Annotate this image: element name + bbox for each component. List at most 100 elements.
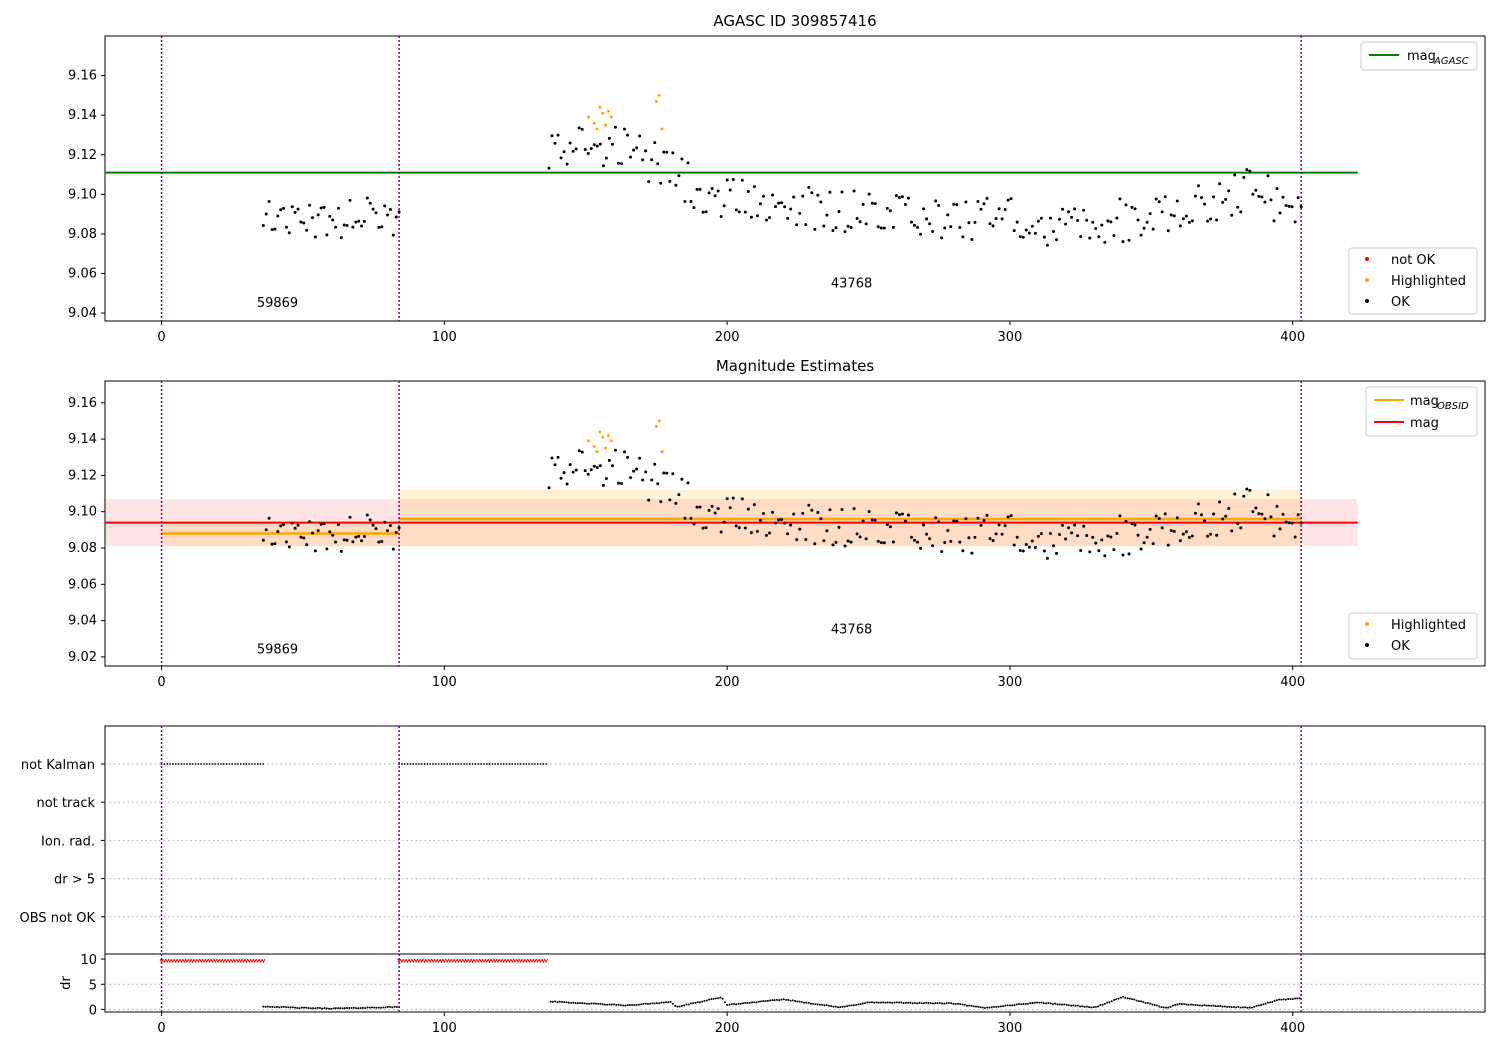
ok-point	[583, 147, 587, 151]
ok-point	[1263, 517, 1267, 521]
dr-clipped-marker	[431, 958, 435, 964]
dr-point	[1004, 1004, 1007, 1007]
dr-point	[687, 1003, 690, 1006]
ok-point	[843, 230, 847, 234]
ok-point	[774, 521, 778, 525]
ok-point	[368, 518, 372, 522]
dr-point	[1271, 1000, 1274, 1003]
ok-point	[873, 202, 877, 206]
dr-point	[644, 1002, 647, 1005]
ok-point	[740, 497, 744, 501]
panel-agasc: AGASC ID 309857416 0 100 200 300 400 9.04 9.06 9…	[68, 12, 1486, 345]
ok-point	[692, 206, 696, 210]
ok-point	[828, 508, 832, 512]
ok-point	[547, 486, 551, 490]
highlighted-point	[592, 444, 596, 448]
ok-point	[810, 508, 814, 512]
ok-point	[861, 519, 865, 523]
ok-point	[1018, 548, 1022, 552]
dr-point	[1029, 1001, 1032, 1004]
highlighted-point	[657, 419, 661, 423]
dr-point	[1228, 1005, 1231, 1008]
ok-point	[913, 538, 917, 542]
dr-point	[827, 1004, 830, 1007]
flag-point	[197, 763, 200, 765]
dr-point	[755, 1001, 758, 1004]
ok-point	[897, 513, 901, 517]
flag-point	[239, 763, 242, 765]
ok-point	[1206, 219, 1210, 223]
highlighted-point	[609, 115, 613, 119]
ok-point	[783, 521, 787, 525]
ok-point	[1079, 549, 1083, 553]
dr-clipped-marker	[459, 958, 464, 964]
highlighted-point	[601, 435, 605, 439]
dr-point	[651, 1002, 654, 1005]
ok-point	[391, 547, 395, 551]
ok-point	[771, 193, 775, 197]
dr-point	[266, 1005, 269, 1008]
dr-point	[298, 1007, 301, 1010]
ok-point	[722, 204, 726, 208]
dr-point	[1241, 1006, 1244, 1009]
dr-point	[843, 1005, 846, 1008]
ok-point	[1103, 554, 1107, 558]
dr-point	[902, 1002, 905, 1005]
flag-point	[488, 763, 491, 765]
dr-point	[619, 1004, 622, 1007]
ok-point	[689, 516, 693, 520]
dr-point	[1239, 1006, 1242, 1009]
flag-point	[163, 763, 166, 765]
dr-clipped-marker	[187, 958, 192, 964]
flag-point	[169, 763, 171, 765]
dr-point	[904, 1001, 907, 1004]
dr-point	[601, 1003, 604, 1006]
ok-point	[1094, 541, 1098, 545]
dr-point	[391, 1006, 394, 1009]
dr-point	[947, 1002, 950, 1005]
ok-point	[1073, 207, 1077, 211]
dr-clipped-marker	[450, 958, 455, 964]
dr-point	[1298, 997, 1301, 1000]
ok-point	[913, 223, 917, 227]
ok-point	[994, 532, 998, 536]
ok-point	[840, 190, 844, 194]
dr-clipped-marker	[462, 958, 467, 964]
flag-point	[511, 763, 514, 765]
ok-point	[559, 156, 563, 160]
flag-point	[502, 763, 505, 765]
flag-point	[200, 763, 203, 765]
ok-point	[982, 202, 986, 206]
ok-point	[1127, 552, 1131, 556]
dr-point	[554, 1000, 557, 1003]
dr-clipped-marker	[453, 958, 458, 964]
dr-point	[898, 1001, 901, 1004]
flag-point	[214, 763, 217, 765]
highlighted-point	[654, 99, 658, 103]
dr-point	[1169, 1005, 1172, 1008]
ok-point	[1124, 519, 1128, 523]
dr-clipped-marker	[425, 958, 430, 964]
ok-point	[1224, 197, 1228, 201]
flag-point	[491, 763, 494, 765]
flag-point	[237, 763, 239, 765]
dr-point	[590, 1002, 593, 1005]
flag-point	[426, 763, 429, 765]
flag-point	[480, 763, 483, 765]
ok-point	[1151, 542, 1155, 546]
ok-point	[305, 543, 309, 547]
ok-point	[1181, 532, 1185, 536]
ok-point	[786, 532, 790, 536]
dr-point	[941, 1002, 944, 1005]
dr-point	[814, 1003, 817, 1006]
ok-point	[1082, 208, 1086, 212]
dr-point	[879, 1001, 882, 1004]
ok-point	[635, 146, 639, 150]
dr-point	[393, 1005, 396, 1008]
ok-point	[1215, 218, 1219, 222]
flag-point	[171, 763, 174, 765]
dr-point	[1296, 997, 1299, 1000]
ok-point	[1061, 523, 1065, 527]
ok-point	[991, 224, 995, 228]
dr-point	[656, 1002, 658, 1005]
